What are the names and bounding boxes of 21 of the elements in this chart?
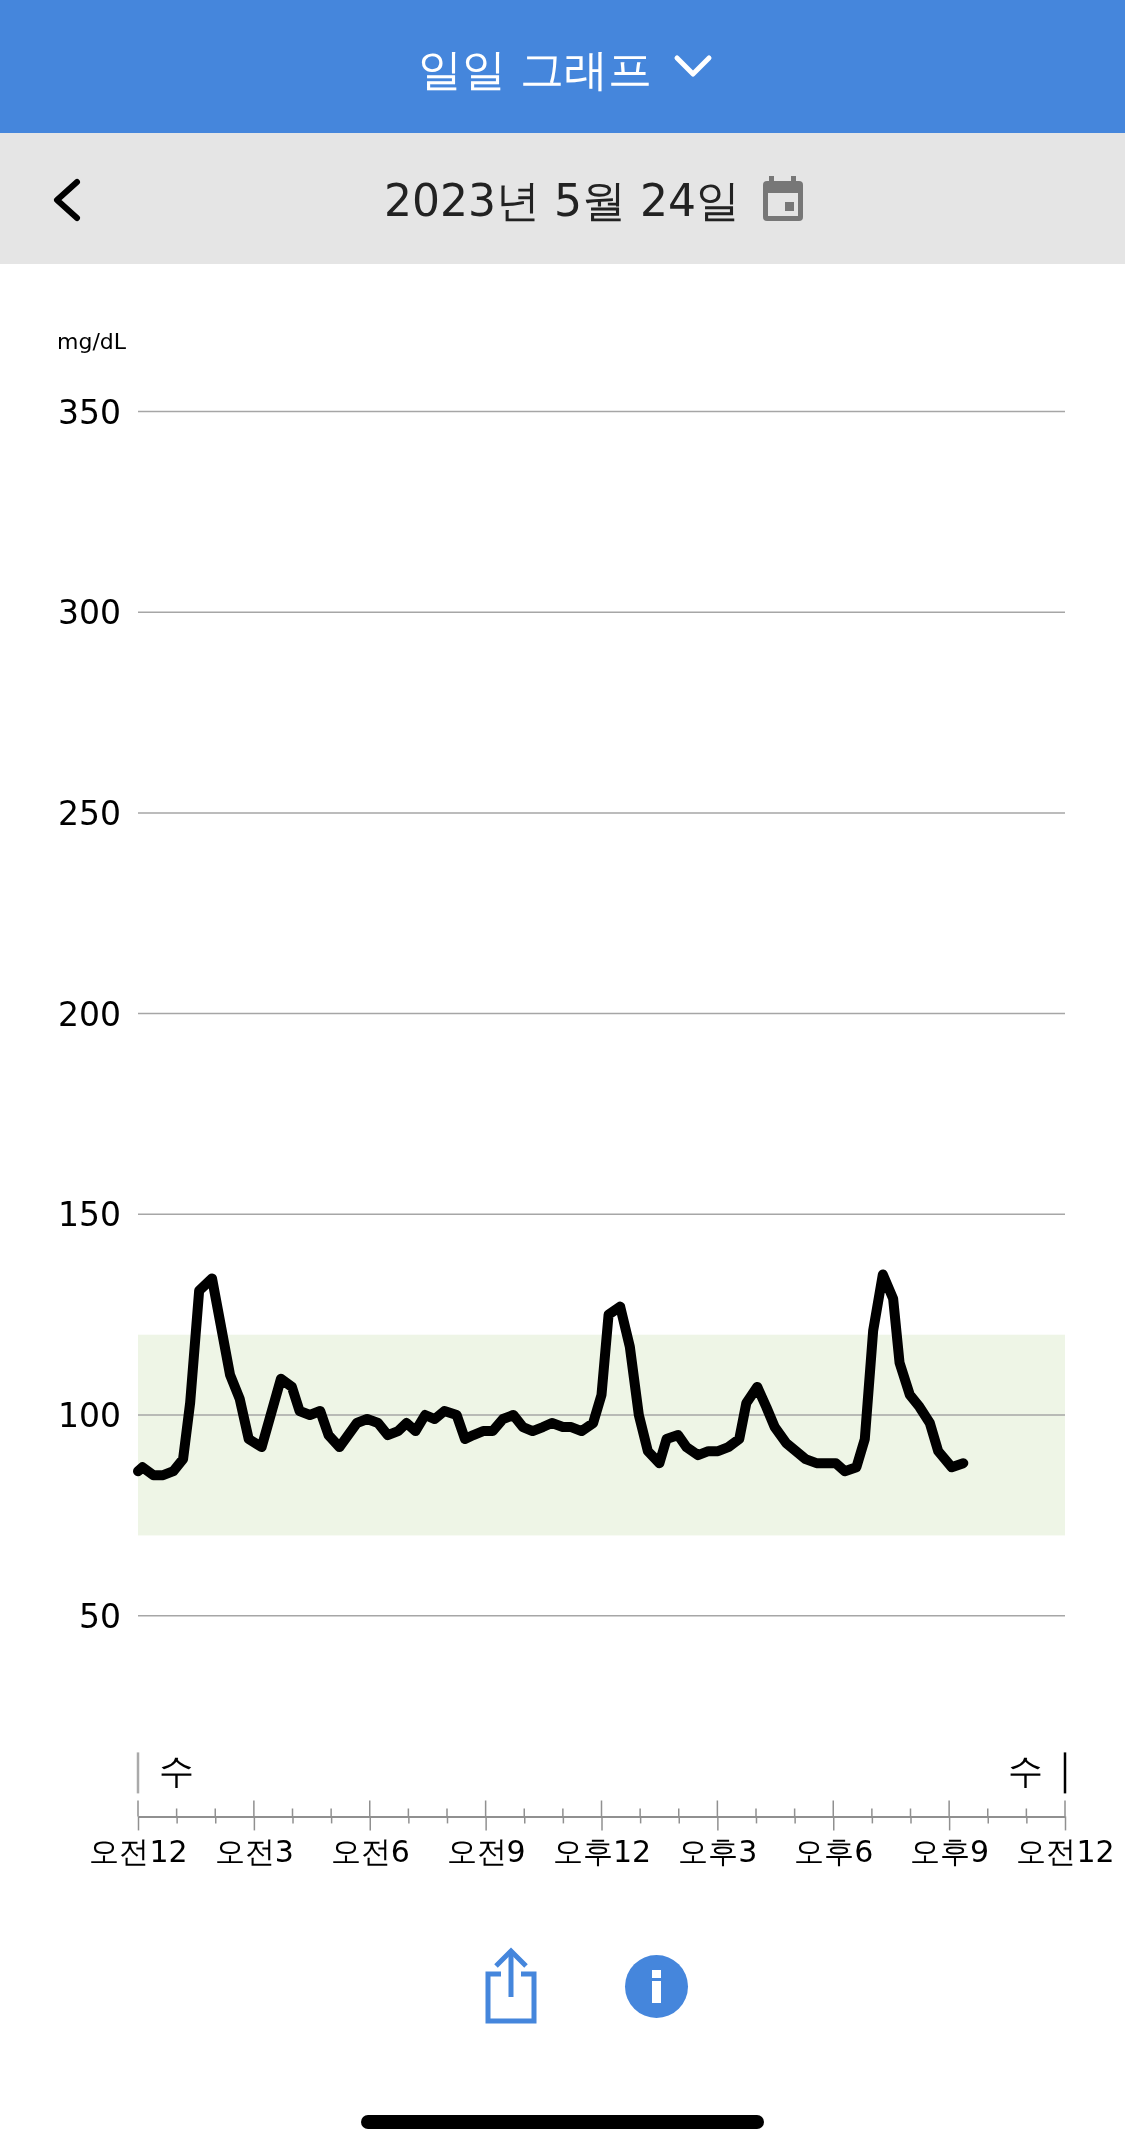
x-tick-label: 오후9 (910, 1834, 990, 1870)
y-tick-label: 100 (58, 1396, 121, 1435)
ref-line-label: 수 (1008, 1751, 1043, 1792)
x-tick-label: 오후12 (552, 1834, 652, 1870)
x-tick-label: 오전6 (330, 1834, 410, 1870)
x-tick-label: 오전3 (214, 1834, 294, 1870)
y-tick-label: 300 (58, 593, 121, 633)
y-axis-title: mg/dL (57, 329, 127, 354)
chart-title: 일일 그래프 (418, 44, 652, 95)
x-tick-label: 오전12 (1016, 1834, 1115, 1870)
y-tick-label: 50 (79, 1596, 121, 1636)
y-tick-label: 150 (58, 1195, 121, 1235)
y-tick-label: 250 (58, 793, 121, 833)
y-tick-label: 350 (58, 392, 121, 432)
chart-subtitle: 2023년 5월 24일 (384, 175, 740, 226)
y-tick-label: 200 (58, 994, 121, 1034)
x-tick-label: 오후6 (794, 1834, 874, 1870)
x-tick-label: 오전12 (89, 1834, 188, 1870)
ref-line-label: 수 (159, 1751, 194, 1792)
x-tick-label: 오전9 (446, 1834, 526, 1870)
x-tick-label: 오후3 (678, 1834, 758, 1870)
